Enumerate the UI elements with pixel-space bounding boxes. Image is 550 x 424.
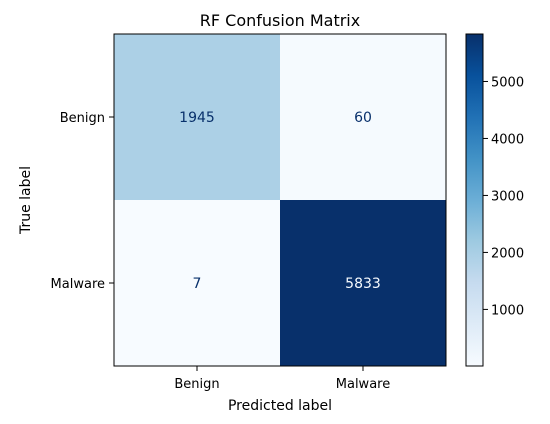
matrix-cell-0-0 — [114, 34, 280, 200]
x-tick-label-1: Malware — [336, 377, 390, 392]
matrix-cell-label-1-1: 5833 — [345, 276, 381, 292]
y-axis-label: True label — [18, 166, 34, 235]
colorbar — [465, 33, 484, 367]
colorbar-tick-label-1: 2000 — [491, 246, 524, 261]
matrix-cells — [114, 34, 446, 366]
y-axis-ticks: Benign Malware — [51, 111, 114, 292]
colorbar-tick-label-2: 3000 — [491, 189, 524, 204]
y-tick-label-1: Malware — [51, 277, 105, 292]
matrix-cell-1-0 — [114, 200, 280, 366]
plot-frame — [113, 33, 447, 367]
colorbar-ticks: 1000 2000 3000 4000 5000 — [483, 75, 524, 318]
matrix-cell-0-1 — [280, 34, 446, 200]
colorbar-tick-label-0: 1000 — [491, 303, 524, 318]
matrix-cell-label-0-1: 60 — [354, 110, 372, 126]
x-tick-label-0: Benign — [174, 377, 219, 392]
x-axis-ticks: Benign Malware — [174, 366, 390, 392]
colorbar-tick-label-4: 5000 — [491, 75, 524, 90]
x-axis-label: Predicted label — [228, 398, 332, 414]
y-tick-label-0: Benign — [60, 111, 105, 126]
colorbar-tick-label-3: 4000 — [491, 132, 524, 147]
chart-title: RF Confusion Matrix — [200, 11, 360, 30]
matrix-cell-label-0-0: 1945 — [179, 110, 215, 126]
matrix-cell-1-1 — [280, 200, 446, 366]
matrix-cell-label-1-0: 7 — [193, 276, 202, 292]
matrix-cell-labels: 1945 60 7 5833 — [179, 110, 381, 292]
